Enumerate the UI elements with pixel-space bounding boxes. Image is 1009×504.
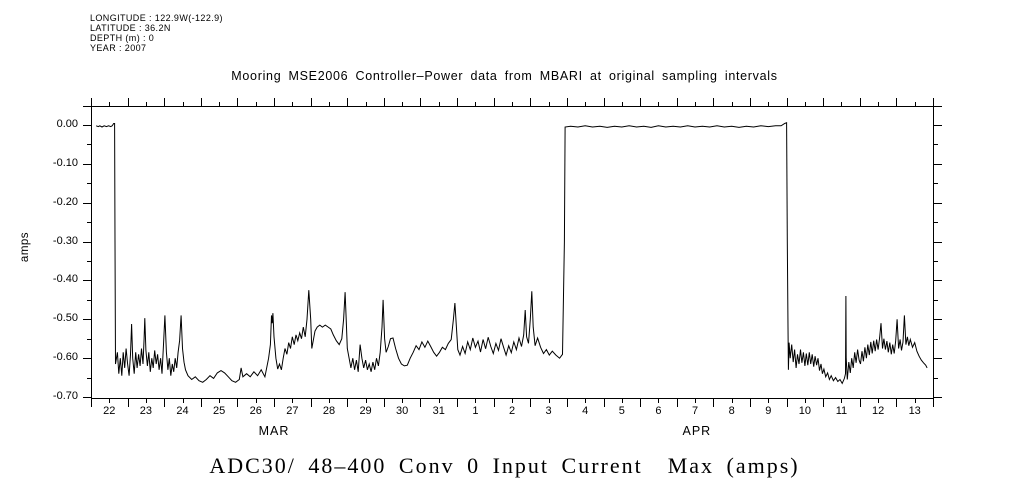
x-tick-label-day: 11	[835, 405, 848, 417]
x-tick-label-day: 25	[213, 405, 226, 417]
x-tick-label-day: 12	[871, 405, 885, 417]
x-tick-label-day: 7	[691, 405, 699, 417]
x-tick-label-day: 10	[798, 405, 811, 417]
y-tick-label: -0.30	[52, 234, 78, 247]
metadata-block: LONGITUDE : 122.9W(-122.9) LATITUDE : 36…	[90, 13, 223, 53]
x-axis-month-label: APR	[682, 424, 712, 438]
x-tick-label-day: 30	[396, 405, 409, 417]
axis-ticks	[83, 98, 942, 407]
x-tick-label-day: 28	[322, 405, 336, 417]
metadata-latitude: LATITUDE : 36.2N	[90, 23, 171, 33]
y-tick-label: -0.70	[52, 390, 78, 403]
x-tick-label-day: 29	[359, 405, 372, 417]
y-tick-label: -0.50	[52, 312, 78, 325]
metadata-longitude: LONGITUDE : 122.9W(-122.9)	[90, 13, 223, 23]
y-tick-label: 0.00	[56, 118, 78, 131]
metadata-depth: DEPTH (m) : 0	[90, 33, 155, 43]
data-line-conv0-input-current-max	[95, 121, 928, 385]
x-tick-label-day: 22	[103, 405, 116, 417]
x-tick-label-day: 5	[618, 405, 625, 417]
y-tick-label: -0.40	[52, 273, 78, 286]
x-tick-label-day: 3	[545, 405, 552, 417]
x-tick-label-day: 2	[508, 405, 516, 417]
x-axis-month-label: MAR	[258, 424, 290, 438]
chart-title: Mooring MSE2006 Controller–Power data fr…	[231, 69, 778, 83]
x-tick-label-day: 31	[432, 405, 445, 417]
bottom-title: ADC30/ 48–400 Conv 0 Input Current Max (…	[209, 453, 800, 478]
x-tick-label-day: 4	[582, 405, 589, 417]
x-tick-label-day: 24	[176, 405, 189, 417]
x-tick-label-day: 1	[472, 405, 479, 417]
y-tick-label: -0.60	[52, 351, 78, 364]
x-tick-label-day: 23	[139, 405, 153, 417]
x-tick-label-day: 13	[908, 405, 921, 417]
metadata-year: YEAR : 2007	[90, 43, 147, 53]
x-tick-label-day: 9	[765, 405, 772, 417]
x-tick-label-day: 26	[249, 405, 262, 417]
y-tick-label: -0.20	[52, 195, 78, 208]
y-tick-label: -0.10	[52, 156, 78, 169]
x-tick-label-day: 8	[728, 405, 735, 417]
x-tick-label-day: 6	[655, 405, 662, 417]
x-tick-label-day: 27	[286, 405, 299, 417]
plot-frame	[91, 106, 934, 399]
